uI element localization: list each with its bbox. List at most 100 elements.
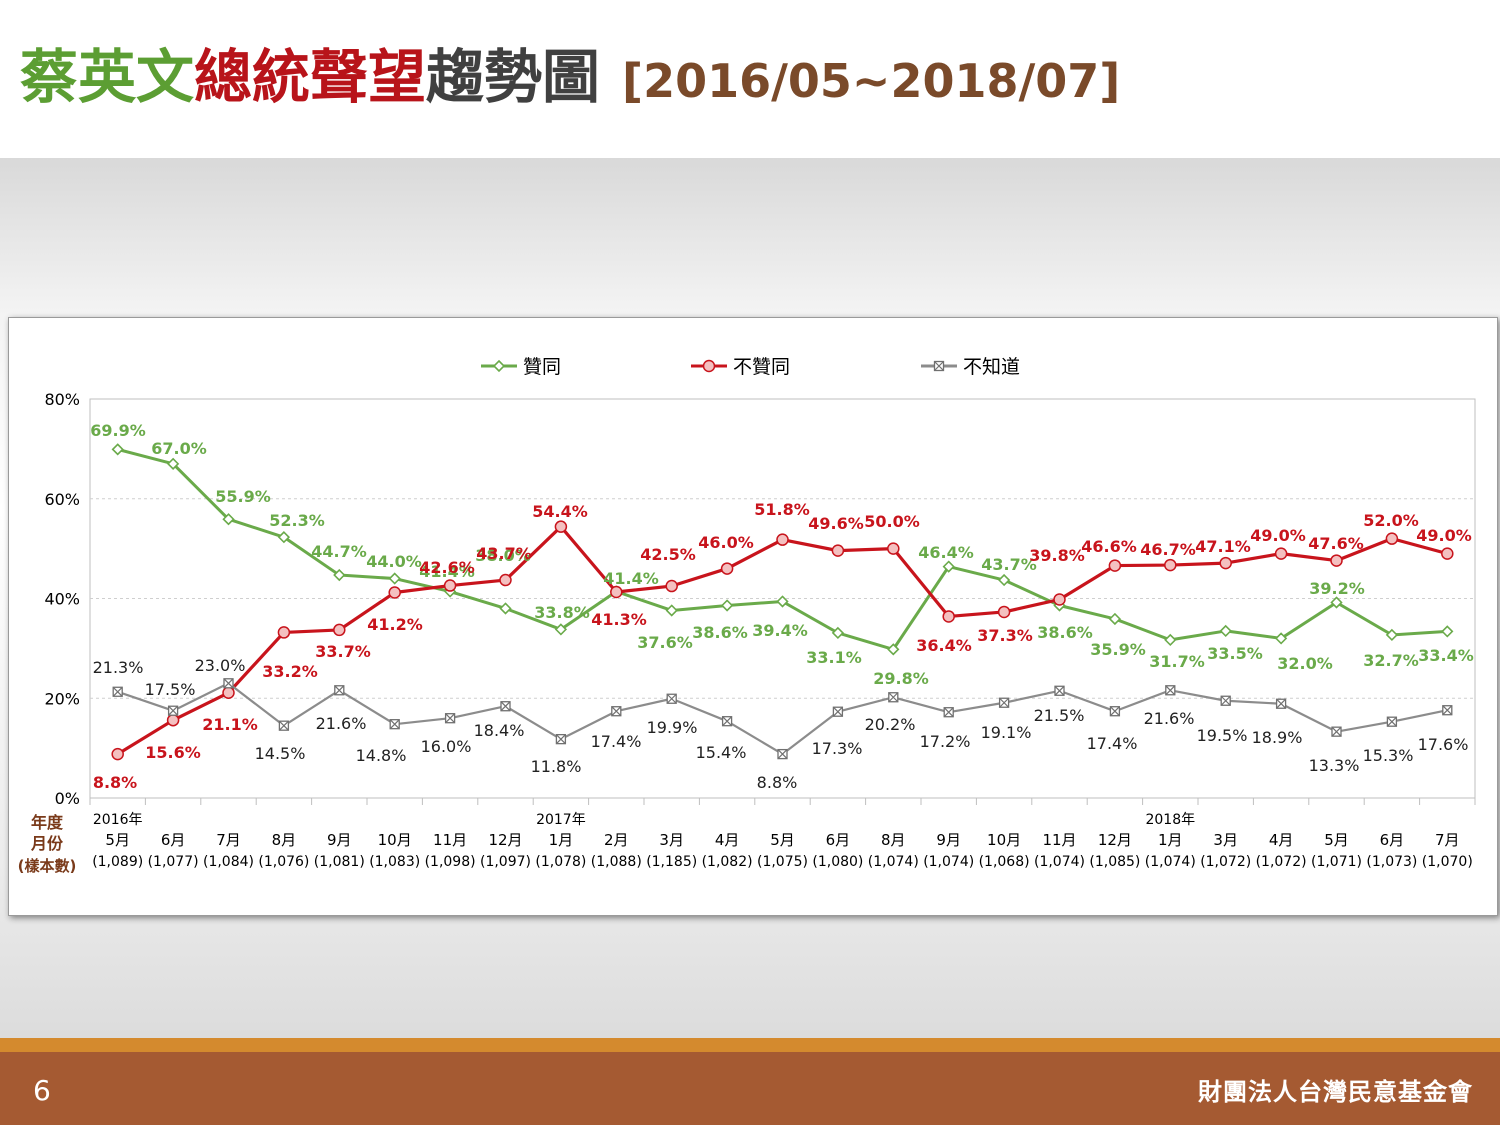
data-point-disapprove xyxy=(1441,547,1454,560)
x-sample-label: (1,088) xyxy=(591,854,642,870)
title-subject: 總統聲望 xyxy=(194,43,427,111)
data-label-disapprove: 46.0% xyxy=(698,533,754,552)
data-point-unknown-cross xyxy=(445,713,455,723)
data-point-unknown-cross xyxy=(611,706,621,716)
x-month-label: 3月 xyxy=(659,831,684,849)
data-point-approve xyxy=(222,513,235,526)
x-sample-label: (1,074) xyxy=(868,854,919,870)
data-label-disapprove: 8.8% xyxy=(93,773,137,792)
data-point-unknown-cross xyxy=(1110,706,1120,716)
y-tick-label: 40% xyxy=(44,590,80,609)
data-label-disapprove: 33.7% xyxy=(315,642,371,661)
x-sample-label: (1,076) xyxy=(258,854,309,870)
data-label-unknown: 14.5% xyxy=(255,744,306,763)
x-month-label: 11月 xyxy=(1042,831,1076,849)
data-label-unknown: 19.5% xyxy=(1197,726,1248,745)
data-label-unknown: 18.4% xyxy=(474,721,525,740)
x-month-label: 9月 xyxy=(936,831,961,849)
data-point-unknown-cross xyxy=(722,716,732,726)
data-label-approve: 32.7% xyxy=(1363,651,1419,670)
x-sample-label: (1,072) xyxy=(1256,854,1307,870)
data-point-unknown-cross xyxy=(833,707,843,717)
data-label-approve: 67.0% xyxy=(151,439,207,458)
footer-stripe xyxy=(0,1038,1500,1052)
data-point-disapprove xyxy=(388,586,401,599)
chart-frame: 0% 20% 40% 60% 80% 5月 (1,089) 6月 (1,077) 7月 (1,084… xyxy=(8,317,1498,916)
x-year-label: 2017年 xyxy=(536,812,586,828)
data-point-unknown-cross xyxy=(501,701,510,711)
x-month-label: 12月 xyxy=(488,831,522,849)
y-tick-label: 60% xyxy=(44,490,80,509)
data-label-approve: 41.4% xyxy=(603,569,659,588)
x-month-label: 7月 xyxy=(216,831,241,849)
y-tick-label: 20% xyxy=(44,689,80,708)
data-point-unknown-cross xyxy=(1387,717,1397,727)
data-label-disapprove: 49.6% xyxy=(808,514,864,533)
data-label-disapprove: 47.6% xyxy=(1308,534,1364,553)
x-sample-label: (1,072) xyxy=(1200,854,1251,870)
data-point-disapprove xyxy=(1274,547,1288,560)
x-month-label: 6月 xyxy=(1380,831,1405,849)
data-point-unknown-cross xyxy=(224,678,233,688)
data-point-unknown-cross xyxy=(667,694,677,704)
data-label-disapprove: 54.4% xyxy=(532,502,588,521)
data-label-approve: 46.4% xyxy=(918,543,974,562)
x-month-label: 6月 xyxy=(161,831,186,849)
y-tick-label: 80% xyxy=(44,390,80,409)
x-month-label: 4月 xyxy=(1269,831,1294,849)
data-label-disapprove: 46.7% xyxy=(1140,540,1196,559)
title-name: 蔡英文 xyxy=(20,43,195,111)
data-label-approve: 35.9% xyxy=(1090,640,1146,659)
legend-marker xyxy=(702,359,716,373)
data-label-unknown: 21.6% xyxy=(316,714,367,733)
row-label-sample: (樣本數) xyxy=(18,857,77,875)
data-label-unknown: 20.2% xyxy=(865,715,916,734)
x-month-label: 4月 xyxy=(715,831,740,849)
data-point-approve xyxy=(997,573,1011,587)
x-sample-label: (1,078) xyxy=(535,854,586,870)
data-label-approve: 31.7% xyxy=(1149,652,1205,671)
x-month-label: 1月 xyxy=(549,831,574,849)
x-sample-label: (1,074) xyxy=(1145,854,1196,870)
data-label-unknown: 8.8% xyxy=(757,773,798,792)
row-label-month: 月份 xyxy=(30,834,64,853)
data-point-approve xyxy=(1330,596,1343,609)
data-point-disapprove xyxy=(1385,532,1399,545)
data-label-disapprove: 52.0% xyxy=(1363,511,1419,530)
data-label-unknown: 13.3% xyxy=(1309,756,1360,775)
x-sample-label: (1,077) xyxy=(148,854,199,870)
data-point-approve xyxy=(831,626,845,640)
data-label-unknown: 18.9% xyxy=(1252,728,1303,747)
data-point-approve xyxy=(1219,624,1232,638)
x-sample-label: (1,185) xyxy=(646,854,697,870)
data-label-unknown: 15.3% xyxy=(1363,746,1414,765)
data-label-unknown: 19.1% xyxy=(981,723,1032,742)
x-sample-label: (1,084) xyxy=(203,854,254,870)
data-point-unknown-cross xyxy=(556,734,566,744)
x-month-label: 10月 xyxy=(378,831,412,849)
data-point-disapprove xyxy=(166,713,180,727)
data-label-disapprove: 47.1% xyxy=(1195,537,1251,556)
x-month-label: 1月 xyxy=(1158,831,1183,849)
data-point-approve xyxy=(111,443,124,456)
data-label-unknown: 15.4% xyxy=(696,743,747,762)
x-sample-label: (1,068) xyxy=(979,854,1030,870)
data-label-unknown: 16.0% xyxy=(421,737,472,756)
data-point-unknown-cross xyxy=(1276,699,1286,709)
data-point-disapprove xyxy=(831,544,845,557)
data-point-unknown-cross xyxy=(1442,705,1452,715)
x-sample-label: (1,074) xyxy=(923,854,974,870)
data-point-unknown-cross xyxy=(1332,727,1341,737)
data-point-disapprove xyxy=(1219,556,1232,570)
data-point-disapprove xyxy=(776,533,789,546)
data-point-disapprove xyxy=(610,585,623,599)
y-tick-label: 0% xyxy=(55,789,80,808)
legend-label: 不知道 xyxy=(963,356,1020,378)
data-label-approve: 69.9% xyxy=(90,421,146,440)
data-label-approve: 33.5% xyxy=(1207,644,1263,663)
data-point-disapprove xyxy=(997,605,1011,619)
x-sample-label: (1,082) xyxy=(702,854,753,870)
data-label-disapprove: 49.0% xyxy=(1250,526,1306,545)
x-month-label: 10月 xyxy=(987,831,1021,849)
data-point-disapprove xyxy=(499,573,512,587)
